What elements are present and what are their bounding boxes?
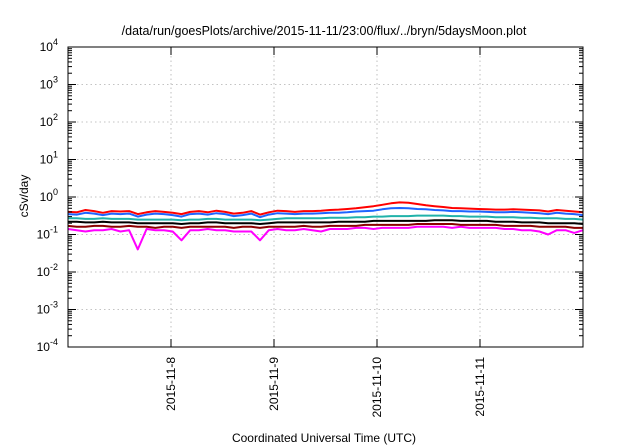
series-line-4: [68, 214, 584, 222]
x-tick-label: 2015-11-9: [267, 357, 281, 411]
y-tick-label: 104: [40, 37, 58, 54]
y-tick-label: 100: [40, 187, 58, 204]
x-tick-label: 2015-11-11: [473, 357, 487, 417]
y-tick-label: 10-2: [37, 262, 58, 279]
series-line-2: [67, 223, 583, 229]
chart-title: /data/run/goesPlots/archive/2015-11-11/2…: [122, 24, 527, 38]
y-tick-label: 103: [40, 75, 58, 92]
x-tick-label: 2015-11-8: [164, 357, 178, 411]
series-line-3: [68, 219, 584, 225]
series-line-5: [67, 207, 584, 219]
x-axis-label: Coordinated Universal Time (UTC): [232, 431, 416, 445]
series-line-1: [67, 225, 584, 251]
y-axis-label: cSv/day: [17, 175, 31, 218]
y-tick-label: 102: [40, 112, 58, 129]
y-tick-label: 10-4: [37, 337, 58, 354]
x-tick-label: 2015-11-10: [370, 357, 384, 418]
series-group: [67, 201, 584, 251]
grid: [68, 47, 583, 347]
y-tick-label: 101: [40, 150, 58, 167]
x-axis: 2015-11-8 2015-11-9 2015-11-10 2015-11-11: [164, 47, 487, 418]
y-tick-label: 10-1: [37, 225, 58, 242]
series-line-6: [67, 201, 584, 216]
y-tick-label: 10-3: [37, 300, 58, 317]
